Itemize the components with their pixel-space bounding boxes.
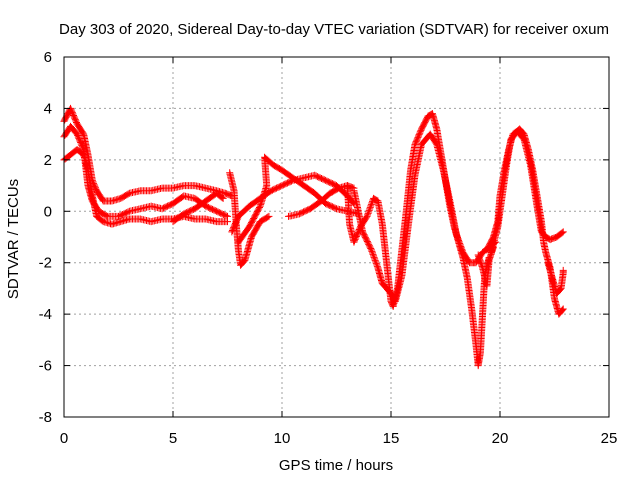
y-tick-label: -6 xyxy=(39,358,52,375)
series-track-d xyxy=(169,189,227,226)
series-track-j xyxy=(350,130,500,305)
data-points xyxy=(60,104,567,370)
data-mark xyxy=(234,153,362,246)
y-tick-label: -2 xyxy=(39,255,52,272)
y-tick-label: 2 xyxy=(44,152,52,169)
data-mark xyxy=(169,189,227,226)
data-mark xyxy=(544,259,567,298)
series-track-n xyxy=(544,259,567,298)
x-tick-label: 25 xyxy=(601,430,618,447)
y-tick-label: -4 xyxy=(39,306,52,323)
plot-frame xyxy=(63,56,610,418)
x-tick-label: 15 xyxy=(383,430,400,447)
series-track-g xyxy=(234,153,362,246)
x-tick-label: 0 xyxy=(60,430,68,447)
x-tick-label: 5 xyxy=(169,430,177,447)
chart-title: Day 303 of 2020, Sidereal Day-to-day VTE… xyxy=(59,21,609,38)
y-tick-label: 4 xyxy=(44,100,52,117)
y-axis-label: SDTVAR / TECUs xyxy=(5,179,22,299)
axis-ticks: 0 5 10 15 20 25 -8 -6 -4 -2 0 2 4 6 xyxy=(39,49,618,447)
data-mark xyxy=(474,243,497,290)
series-track-m xyxy=(474,243,497,290)
grid-lines xyxy=(64,57,609,417)
y-tick-label: 6 xyxy=(44,49,52,66)
data-mark xyxy=(350,130,500,305)
x-tick-label: 10 xyxy=(274,430,291,447)
y-tick-label: 0 xyxy=(44,203,52,220)
y-tick-label: -8 xyxy=(39,409,52,426)
x-axis-label: GPS time / hours xyxy=(279,457,393,474)
x-tick-label: 20 xyxy=(492,430,509,447)
